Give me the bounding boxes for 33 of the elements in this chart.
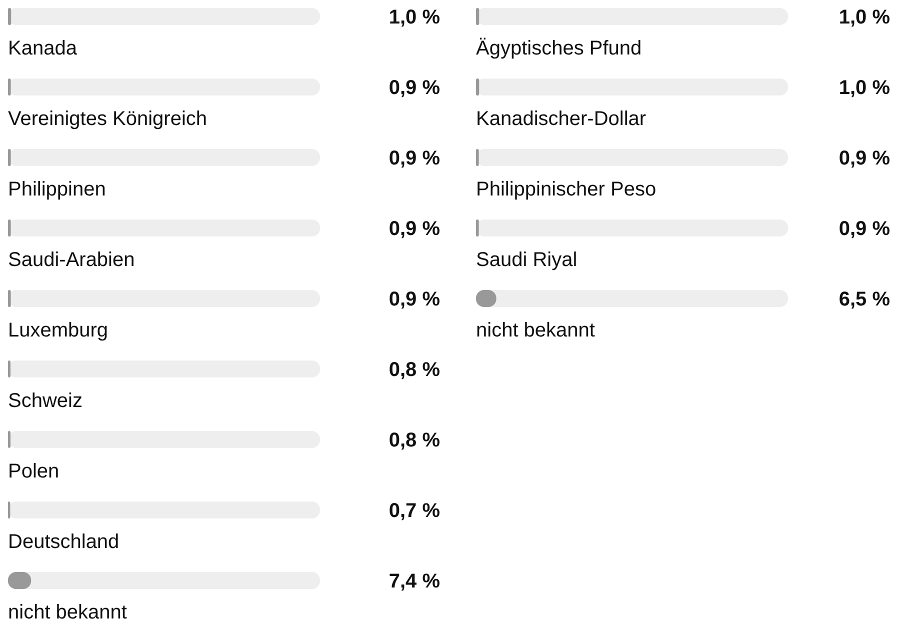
y-tick-label: Philippinischer Peso bbox=[476, 178, 656, 200]
data-label: 0,8 % bbox=[388, 430, 440, 452]
y-tick-label: Ägyptisches Pfund bbox=[476, 38, 642, 60]
bar bbox=[8, 78, 11, 96]
data-label: 0,9 % bbox=[838, 148, 890, 170]
bar bbox=[8, 8, 12, 25]
bar bbox=[8, 220, 11, 236]
y-tick-label: Schweiz bbox=[8, 390, 82, 412]
y-tick-label: Deutschland bbox=[8, 531, 120, 553]
data-label: 0,9 % bbox=[388, 148, 440, 170]
data-label: 1,0 % bbox=[838, 77, 890, 99]
y-tick-label: Luxemburg bbox=[8, 320, 108, 342]
data-label: 0,8 % bbox=[388, 359, 440, 381]
data-label: 0,9 % bbox=[388, 288, 440, 310]
data-label: 0,9 % bbox=[388, 77, 440, 99]
y-tick-label: nicht bekannt bbox=[8, 602, 128, 624]
y-tick-label: Saudi-Arabien bbox=[8, 249, 135, 271]
y-tick-label: Saudi Riyal bbox=[476, 249, 578, 271]
y-tick-label: Vereinigtes Königreich bbox=[8, 108, 208, 130]
data-label: 0,9 % bbox=[838, 218, 890, 240]
y-tick-label: nicht bekannt bbox=[476, 320, 596, 342]
y-tick-label: Philippinen bbox=[8, 178, 106, 200]
data-label: 1,0 % bbox=[838, 6, 890, 28]
y-tick-label: Polen bbox=[8, 460, 60, 482]
data-label: 7,4 % bbox=[388, 570, 440, 592]
data-label: 6,5 % bbox=[838, 288, 890, 310]
data-label: 0,9 % bbox=[388, 218, 440, 240]
bar bbox=[8, 290, 11, 307]
data-label: 1,0 % bbox=[388, 6, 440, 28]
bar bbox=[8, 149, 11, 166]
y-tick-label: Kanada bbox=[8, 38, 78, 60]
y-tick-label: Kanadischer-Dollar bbox=[476, 108, 646, 130]
data-label: 0,7 % bbox=[388, 500, 440, 522]
